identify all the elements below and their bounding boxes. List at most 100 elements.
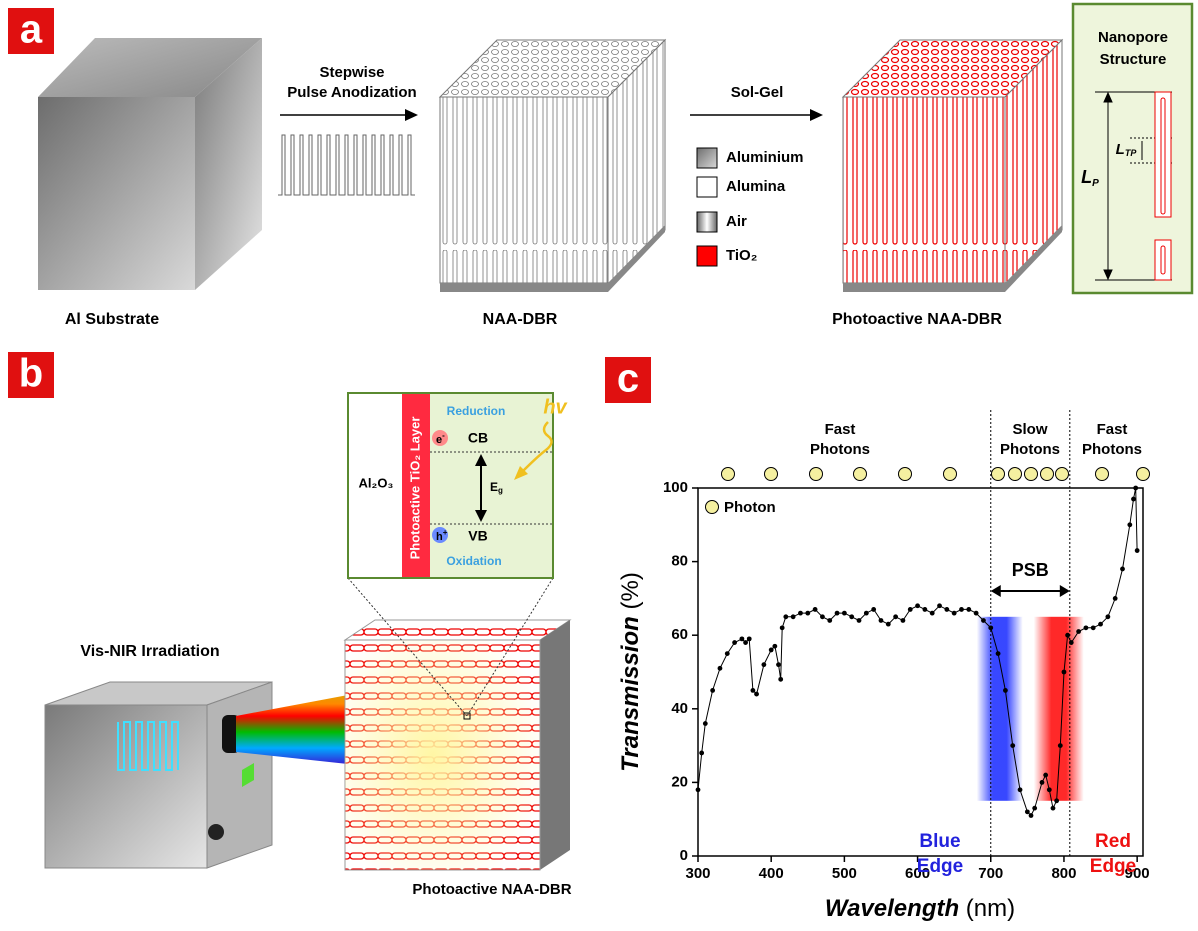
- data-point: [922, 607, 927, 612]
- caption: Photoactive NAA-DBR: [412, 881, 571, 898]
- data-point: [710, 688, 715, 693]
- photoactive-block: [843, 40, 1062, 292]
- figure: a Al Substrate Stepwise Pulse Anodizatio…: [0, 0, 1198, 926]
- inset-label: Al₂O₃: [359, 475, 394, 490]
- data-point: [820, 614, 825, 619]
- data-point: [743, 640, 748, 645]
- data-point: [772, 644, 777, 649]
- symbol: L: [1116, 141, 1125, 158]
- data-point: [1058, 743, 1063, 748]
- axis-unit: (nm): [966, 895, 1015, 922]
- superscript: -: [442, 431, 445, 440]
- axis-name: Wavelength: [825, 895, 959, 922]
- box-title: Nanopore: [1098, 29, 1168, 46]
- annotation: Photons: [810, 441, 870, 458]
- subscript: TP: [1125, 148, 1137, 158]
- caption: Al Substrate: [65, 311, 159, 328]
- data-point: [842, 611, 847, 616]
- data-point: [1054, 798, 1059, 803]
- data-point: [1051, 806, 1056, 811]
- data-point: [718, 666, 723, 671]
- blue-edge-glow: [977, 617, 1023, 801]
- data-point: [699, 751, 704, 756]
- data-point: [1010, 743, 1015, 748]
- panel-label: c: [617, 357, 639, 401]
- data-point: [974, 611, 979, 616]
- data-point: [981, 618, 986, 623]
- data-point: [783, 614, 788, 619]
- caption: Photoactive NAA-DBR: [832, 311, 1002, 328]
- annotation: Blue: [919, 831, 960, 852]
- annotation: PSB: [1012, 560, 1049, 580]
- y-tick-label: 60: [671, 626, 688, 643]
- symbol: L: [1081, 167, 1092, 187]
- data-point: [886, 622, 891, 627]
- box-title: Structure: [1100, 51, 1167, 68]
- data-point: [908, 607, 913, 612]
- data-point: [1098, 622, 1103, 627]
- data-point: [857, 618, 862, 623]
- data-point: [1076, 629, 1081, 634]
- arrow-head: [991, 585, 1001, 597]
- x-tick-label: 700: [978, 865, 1003, 882]
- data-point: [761, 662, 766, 667]
- x-tick-label: 400: [759, 865, 784, 882]
- legend-label: TiO₂: [726, 247, 757, 264]
- data-point: [769, 648, 774, 653]
- data-point: [1127, 522, 1132, 527]
- annotation: Fast: [1097, 421, 1128, 438]
- data-point: [988, 625, 993, 630]
- y-tick-label: 0: [680, 847, 688, 864]
- inset-label: Oxidation: [446, 554, 501, 568]
- inset-label: VB: [468, 528, 487, 544]
- legend-label: Alumina: [726, 178, 786, 195]
- data-point: [750, 688, 755, 693]
- annotation: Fast: [825, 421, 856, 438]
- data-point: [740, 636, 745, 641]
- arrow: [690, 109, 823, 121]
- annotation: Photons: [1082, 441, 1142, 458]
- step-label: Sol-Gel: [731, 84, 784, 101]
- x-tick-label: 500: [832, 865, 857, 882]
- data-point: [1043, 773, 1048, 778]
- data-point: [1069, 640, 1074, 645]
- y-tick-label: 80: [671, 553, 688, 570]
- panel-label: b: [19, 352, 43, 396]
- data-point: [864, 611, 869, 616]
- data-point: [915, 603, 920, 608]
- pulse-profile: [278, 135, 415, 195]
- al-substrate-cube: [38, 38, 262, 290]
- data-point: [959, 607, 964, 612]
- annotation: Red: [1095, 831, 1131, 852]
- data-point: [1003, 688, 1008, 693]
- data-point: [1047, 787, 1052, 792]
- data-point: [725, 651, 730, 656]
- data-point: [696, 787, 701, 792]
- naa-dbr-block: [440, 40, 665, 292]
- subscript: P: [1092, 178, 1099, 189]
- data-point: [901, 618, 906, 623]
- data-point: [952, 611, 957, 616]
- data-point: [805, 611, 810, 616]
- sample-cube: [345, 620, 570, 870]
- data-point: [813, 607, 818, 612]
- x-axis-title: Wavelength (nm): [825, 895, 1015, 922]
- light-label: hv: [543, 396, 568, 418]
- data-point: [780, 625, 785, 630]
- x-tick-label: 300: [685, 865, 710, 882]
- annotation: Slow: [1012, 421, 1047, 438]
- inset-label: Photoactive TiO₂ Layer: [407, 417, 422, 560]
- annotation: Edge: [917, 856, 963, 877]
- data-point: [1135, 548, 1140, 553]
- light-source: [45, 682, 272, 868]
- panel-label: a: [20, 8, 43, 52]
- axis-unit: (%): [617, 572, 644, 609]
- data-point: [1133, 486, 1138, 491]
- y-axis-title: Transmission (%): [617, 572, 644, 772]
- data-point: [1131, 497, 1136, 502]
- data-point: [732, 640, 737, 645]
- inset-label: CB: [468, 430, 488, 446]
- data-point: [849, 614, 854, 619]
- data-point: [1084, 625, 1089, 630]
- legend-label: Aluminium: [726, 149, 804, 166]
